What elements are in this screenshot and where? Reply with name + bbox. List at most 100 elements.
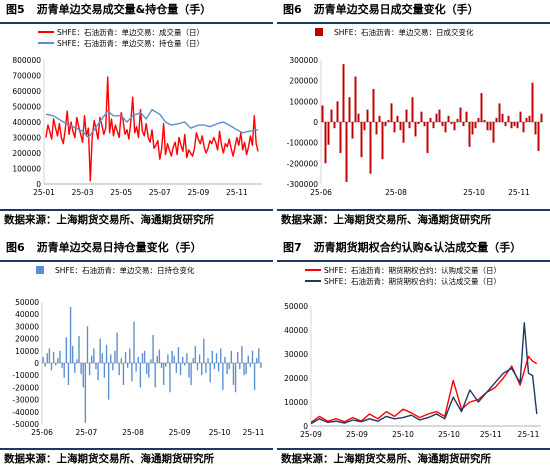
figure-number-3: 图6 — [6, 241, 25, 254]
bar — [247, 355, 249, 363]
legend-swatch — [36, 266, 44, 274]
chart-panel-3: 图6 沥青单边交易日持仓量变化（手） -50000 -40000 -30000 -200… — [0, 238, 273, 471]
bar — [234, 363, 237, 393]
bar — [495, 117, 498, 122]
x-tick-label: 25-10 — [463, 188, 485, 197]
y-tick-label: 0 — [313, 118, 318, 127]
bar — [205, 363, 207, 373]
bar — [459, 107, 462, 122]
x-tick-label: 25-06 — [31, 428, 53, 437]
bar — [82, 363, 84, 388]
bar — [399, 122, 402, 131]
bar — [516, 122, 519, 129]
title-rule-4 — [277, 260, 550, 262]
bar — [384, 122, 387, 127]
x-tick-label: 25-05 — [110, 188, 132, 197]
x-tick-label: 25-10 — [392, 430, 414, 439]
bar — [408, 122, 411, 129]
legend-label: SHFE：石油沥青：期货期权合约：认沽成交量（日） — [324, 276, 501, 286]
bar — [137, 356, 139, 363]
bar — [426, 122, 429, 153]
legend-label: SHFE：石油沥青：单边交易：持仓量（日） — [57, 38, 204, 48]
bar — [226, 363, 228, 374]
bar — [215, 353, 218, 363]
bar — [492, 122, 495, 143]
title-rule-2 — [277, 22, 550, 24]
bar — [169, 363, 171, 393]
y-tick-label: -300000 — [287, 180, 319, 189]
y-tick-label: 200000 — [289, 77, 318, 86]
x-tick-label: 25-09 — [346, 430, 368, 439]
bar — [126, 363, 129, 368]
bar — [76, 359, 78, 363]
bar — [50, 363, 53, 371]
bar — [52, 352, 55, 363]
series-line — [310, 322, 538, 425]
bar — [139, 363, 142, 388]
bar — [88, 363, 91, 376]
bar — [504, 122, 507, 127]
bar — [420, 111, 423, 122]
figure-number-4: 图7 — [283, 241, 302, 254]
y-tick-label: 40000 — [284, 326, 308, 335]
y-tick-label: -20000 — [12, 383, 39, 392]
y-tick-label: 300000 — [12, 134, 41, 143]
chart-svg-3: -50000 -40000 -30000 -20000 -10000 0 10000 2000… — [12, 265, 265, 437]
y-tick-label: 700000 — [12, 72, 41, 81]
bar — [486, 122, 489, 131]
bar — [207, 358, 209, 363]
bar — [519, 111, 522, 122]
bar — [181, 356, 184, 363]
figure-title-3: 沥青单边交易日持仓量变化（手） — [36, 241, 202, 254]
bar — [411, 97, 414, 122]
bar — [120, 358, 123, 363]
bar — [78, 336, 80, 363]
y-tick-label: 50000 — [15, 298, 39, 307]
data-source-4: 数据来源：上海期货交易所、海通期货研究所 — [281, 453, 491, 465]
figure-number-2: 图6 — [283, 3, 302, 16]
bar — [124, 352, 127, 363]
bar — [390, 103, 393, 122]
bar — [101, 353, 103, 363]
y-tick-label: 100000 — [289, 97, 318, 106]
bar — [173, 355, 175, 363]
bar — [232, 363, 235, 385]
bar — [423, 122, 426, 127]
bar — [213, 363, 216, 370]
bar — [537, 122, 540, 151]
x-tick-label: 25-11 — [243, 428, 265, 437]
bar — [44, 363, 46, 367]
bar — [129, 348, 131, 363]
bar — [510, 122, 513, 129]
bar — [342, 64, 345, 122]
chart-title-3: 图6 沥青单边交易日持仓量变化（手） — [0, 238, 273, 258]
bar — [116, 332, 118, 363]
bar — [91, 355, 93, 363]
chart-title-1: 图5 沥青单边交易成交量&持仓量（手） — [0, 0, 273, 20]
bar — [162, 363, 165, 385]
bar — [112, 363, 114, 371]
legend-label: SHFE：石油沥青：单边交易：日成交变化 — [334, 27, 474, 37]
bar — [177, 347, 180, 363]
bar — [55, 363, 57, 366]
bar — [110, 354, 112, 363]
bar — [447, 115, 450, 122]
x-tick-label: 25-07 — [76, 428, 98, 437]
bar — [165, 363, 167, 367]
bar — [465, 111, 468, 122]
bar — [217, 363, 220, 372]
bar — [474, 122, 477, 129]
bar — [86, 326, 89, 363]
bar — [241, 345, 243, 363]
x-tick-label: 25-08 — [385, 188, 407, 197]
bar — [105, 344, 108, 363]
bar — [186, 353, 188, 363]
y-tick-label: 600000 — [12, 87, 41, 96]
bar — [175, 363, 178, 373]
bar — [339, 122, 342, 153]
bar — [141, 353, 144, 363]
x-tick-label: 25-11 — [226, 188, 248, 197]
bar — [363, 122, 366, 131]
bar — [438, 109, 441, 122]
series-line — [45, 76, 259, 182]
